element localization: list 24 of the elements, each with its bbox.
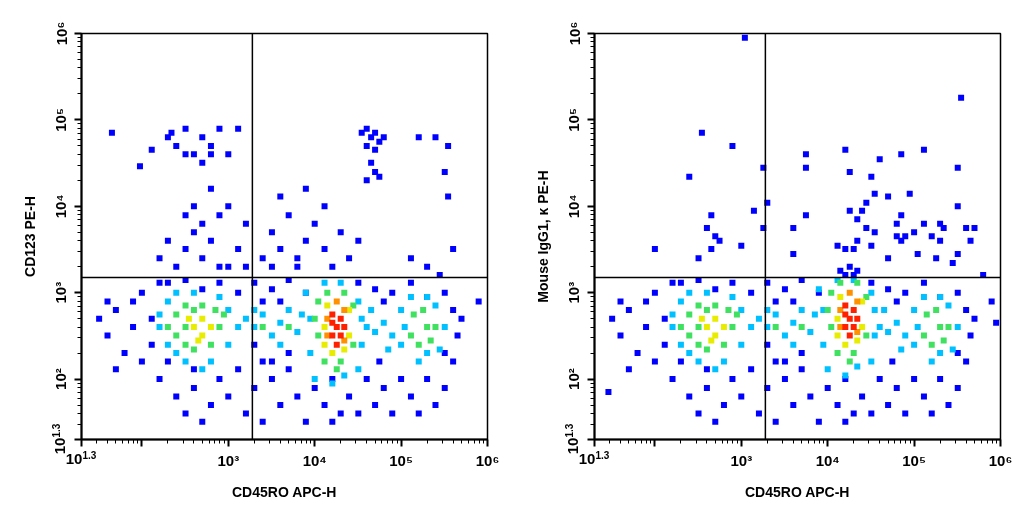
x-axis-title: CD45RO APC-H: [231, 483, 337, 500]
y-tick-label: 10²: [52, 368, 70, 390]
y-tick-label: 10³: [52, 281, 70, 304]
x-tick-label: 10⁴: [302, 451, 327, 469]
x-tick-label: 10⁵: [389, 451, 413, 469]
x-tick-label: 10⁵: [902, 451, 926, 469]
y-tick-label: 10⁴: [565, 194, 583, 219]
y-axis-title: Mouse IgG1, κ PE-H: [534, 170, 551, 303]
y-tick-label: 10²: [565, 368, 583, 390]
x-tick-label: 10$^{1.3}$: [65, 450, 97, 469]
y-tick-label: 10⁵: [52, 108, 70, 132]
y-tick-label: 10³: [565, 281, 583, 304]
x-tick-label: 10³: [217, 451, 240, 469]
x-tick-label: 10⁴: [815, 451, 840, 469]
x-tick-label: 10⁶: [988, 451, 1013, 469]
y-tick-label: 10⁴: [52, 194, 70, 219]
y-tick-label: 10⁶: [52, 21, 70, 46]
x-tick-label: 10³: [730, 451, 753, 469]
x-tick-label: 10$^{1.3}$: [578, 450, 610, 469]
x-axis-title: CD45RO APC-H: [744, 483, 850, 500]
y-tick-label: 10⁵: [565, 108, 583, 132]
y-axis-title: CD123 PE-H: [21, 196, 38, 277]
y-tick-label: 10⁶: [565, 21, 583, 46]
x-tick-label: 10⁶: [475, 451, 500, 469]
